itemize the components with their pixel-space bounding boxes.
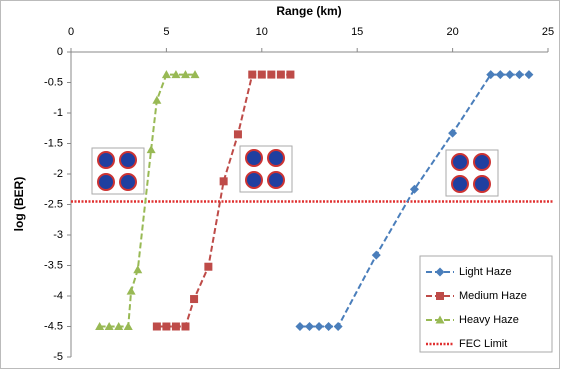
- legend-label: FEC Limit: [459, 338, 507, 350]
- y-tick-label: -0.5: [44, 76, 63, 88]
- x-tick-label: 5: [163, 26, 169, 38]
- y-tick-label: 0: [57, 46, 63, 58]
- legend-label: Light Haze: [459, 266, 512, 278]
- y-tick-label: -2.5: [44, 198, 63, 210]
- legend: Light Haze Medium Haze Heavy Haze FEC Limit: [420, 256, 552, 352]
- marker: [286, 71, 294, 79]
- x-tick-label: 0: [68, 26, 74, 38]
- y-tick-label: -2: [53, 168, 63, 180]
- y-tick-label: -4.5: [44, 320, 63, 332]
- y-axis-title: log (BER): [12, 177, 26, 232]
- y-tick-label: -1: [53, 107, 63, 119]
- marker: [190, 295, 198, 303]
- marker: [234, 130, 242, 138]
- constellation-inset: [92, 148, 144, 194]
- marker: [162, 323, 170, 331]
- marker: [258, 71, 266, 79]
- y-tick-label: -3: [53, 229, 63, 241]
- marker: [153, 323, 161, 331]
- constellation-inset: [240, 146, 292, 192]
- marker: [204, 263, 212, 271]
- marker: [220, 177, 228, 185]
- marker: [172, 323, 180, 331]
- y-tick-label: -5: [53, 351, 63, 363]
- x-tick-label: 10: [256, 26, 268, 38]
- legend-label: Medium Haze: [459, 290, 527, 302]
- marker: [181, 323, 189, 331]
- legend-label: Heavy Haze: [459, 314, 519, 326]
- marker: [248, 71, 256, 79]
- y-tick-label: -4: [53, 290, 63, 302]
- constellation-inset: [446, 150, 498, 196]
- marker: [436, 292, 444, 300]
- marker: [277, 71, 285, 79]
- y-tick-label: -3.5: [44, 259, 63, 271]
- x-tick-label: 20: [446, 26, 458, 38]
- x-axis-title: Range (km): [276, 4, 341, 18]
- y-tick-label: -1.5: [44, 137, 63, 149]
- x-tick-label: 25: [542, 26, 554, 38]
- marker: [267, 71, 275, 79]
- x-tick-label: 15: [351, 26, 363, 38]
- chart: Range (km) log (BER) 0 5 10 15 20 25 0 -0.5 -1 -1…: [0, 0, 561, 370]
